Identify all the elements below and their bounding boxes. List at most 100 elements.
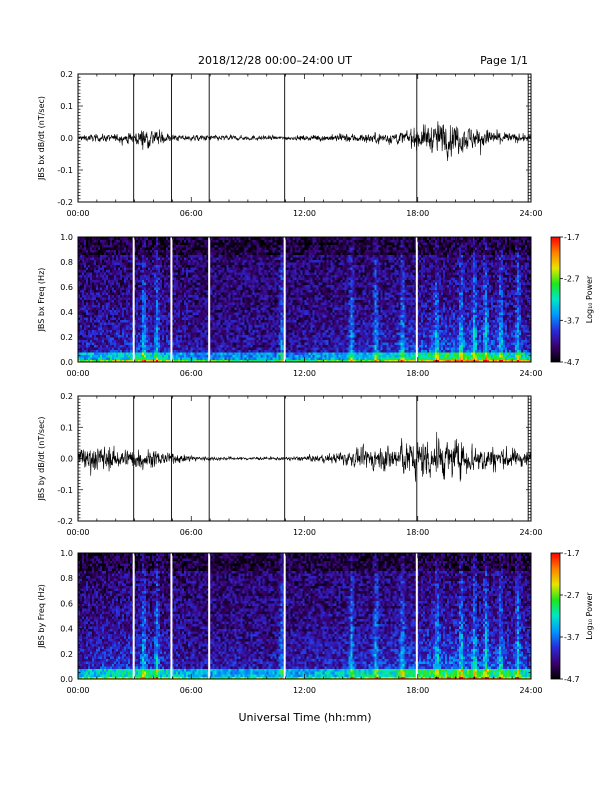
spectrogram-cell xyxy=(118,255,120,258)
spectrogram-cell xyxy=(194,247,196,250)
spectrogram-cell xyxy=(226,267,228,270)
spectrogram-cell xyxy=(104,305,106,308)
spectrogram-cell xyxy=(188,247,190,250)
spectrogram-cell xyxy=(184,265,186,268)
spectrogram-cell xyxy=(188,357,190,360)
spectrogram-cell xyxy=(228,285,230,288)
spectrogram-cell xyxy=(84,332,86,335)
spectrogram-cell xyxy=(220,315,222,318)
spectrogram-cell xyxy=(126,242,128,245)
spectrogram-cell xyxy=(188,272,190,275)
spectrogram-cell xyxy=(210,320,212,323)
spectrogram-cell xyxy=(256,257,258,260)
spectrogram-cell xyxy=(88,255,90,258)
spectrogram-cell xyxy=(234,342,236,345)
spectrogram-cell xyxy=(110,335,112,338)
spectrogram-cell xyxy=(212,305,214,308)
spectrogram-cell xyxy=(150,292,152,295)
spectrogram-cell xyxy=(230,357,232,360)
spectrogram-cell xyxy=(160,250,162,253)
spectrogram-cell xyxy=(220,325,222,328)
spectrogram-cell xyxy=(240,292,242,295)
spectrogram-cell xyxy=(256,275,258,278)
spectrogram-cell xyxy=(174,262,176,265)
spectrogram-cell xyxy=(136,302,138,305)
y-tick-label: -0.2 xyxy=(57,198,73,207)
spectrogram-cell xyxy=(176,305,178,308)
spectrogram-cell xyxy=(150,345,152,348)
spectrogram-cell xyxy=(256,325,258,328)
spectrogram-cell xyxy=(88,242,90,245)
spectrogram-cell xyxy=(220,270,222,273)
spectrogram-cell xyxy=(180,340,182,343)
spectrogram-cell xyxy=(96,252,98,255)
spectrogram-cell xyxy=(128,355,130,358)
spectrogram-cell xyxy=(116,297,118,300)
spectrogram-cell xyxy=(202,275,204,278)
spectrogram-cell xyxy=(162,330,164,333)
spectrogram-cell xyxy=(224,277,226,280)
spectrogram-cell xyxy=(118,330,120,333)
spectrogram-cell xyxy=(106,265,108,268)
spectrogram-cell xyxy=(156,335,158,338)
spectrogram-cell xyxy=(110,272,112,275)
spectrogram-cell xyxy=(254,340,256,343)
spectrogram-cell xyxy=(264,347,266,350)
spectrogram-cell xyxy=(182,300,184,303)
spectrogram-cell xyxy=(242,337,244,340)
spectrogram-cell xyxy=(266,257,268,260)
spectrogram-cell xyxy=(162,307,164,310)
spectrogram-cell xyxy=(136,252,138,255)
spectrogram-cell xyxy=(88,247,90,250)
spectrogram-cell xyxy=(120,325,122,328)
spectrogram-cell xyxy=(210,295,212,298)
spectrogram-cell xyxy=(262,272,264,275)
spectrogram-cell xyxy=(146,350,148,353)
spectrogram-cell xyxy=(128,307,130,310)
spectrogram-cell xyxy=(118,322,120,325)
spectrogram-cell xyxy=(90,317,92,320)
spectrogram-cell xyxy=(84,310,86,313)
spectrogram-cell xyxy=(246,342,248,345)
spectrogram-cell xyxy=(168,312,170,315)
spectrogram-cell xyxy=(192,292,194,295)
spectrogram-cell xyxy=(198,340,200,343)
spectrogram-cell xyxy=(166,245,168,248)
spectrogram-cell xyxy=(126,320,128,323)
spectrogram-cell xyxy=(172,287,174,290)
spectrogram-cell xyxy=(230,297,232,300)
spectrogram-cell xyxy=(84,327,86,330)
spectrogram-cell xyxy=(88,302,90,305)
spectrogram-cell xyxy=(98,310,100,313)
spectrogram-cell xyxy=(168,267,170,270)
spectrogram-cell xyxy=(232,272,234,275)
spectrogram-cell xyxy=(130,245,132,248)
spectrogram-cell xyxy=(254,280,256,283)
spectrogram-cell xyxy=(138,355,140,358)
spectrogram-cell xyxy=(110,347,112,350)
spectrogram-cell xyxy=(152,265,154,268)
spectrogram-cell xyxy=(148,352,150,355)
spectrogram-cell xyxy=(146,295,148,298)
spectrogram-cell xyxy=(176,355,178,358)
spectrogram-cell xyxy=(114,255,116,258)
spectrogram-cell xyxy=(96,280,98,283)
spectrogram-cell xyxy=(144,357,146,360)
spectrogram-cell xyxy=(168,250,170,253)
spectrogram-cell xyxy=(172,315,174,318)
spectrogram-cell xyxy=(164,285,166,288)
spectrogram-cell xyxy=(200,242,202,245)
spectrogram-cell xyxy=(216,265,218,268)
spectrogram-cell xyxy=(172,252,174,255)
spectrogram-cell xyxy=(230,312,232,315)
spectrogram-cell xyxy=(122,282,124,285)
spectrogram-cell xyxy=(182,322,184,325)
spectrogram-cell xyxy=(86,295,88,298)
spectrogram-cell xyxy=(126,355,128,358)
spectrogram-cell xyxy=(92,317,94,320)
spectrogram-cell xyxy=(202,310,204,313)
spectrogram-cell xyxy=(84,257,86,260)
spectrogram-cell xyxy=(126,317,128,320)
spectrogram-cell xyxy=(158,357,160,360)
spectrogram-cell xyxy=(228,282,230,285)
